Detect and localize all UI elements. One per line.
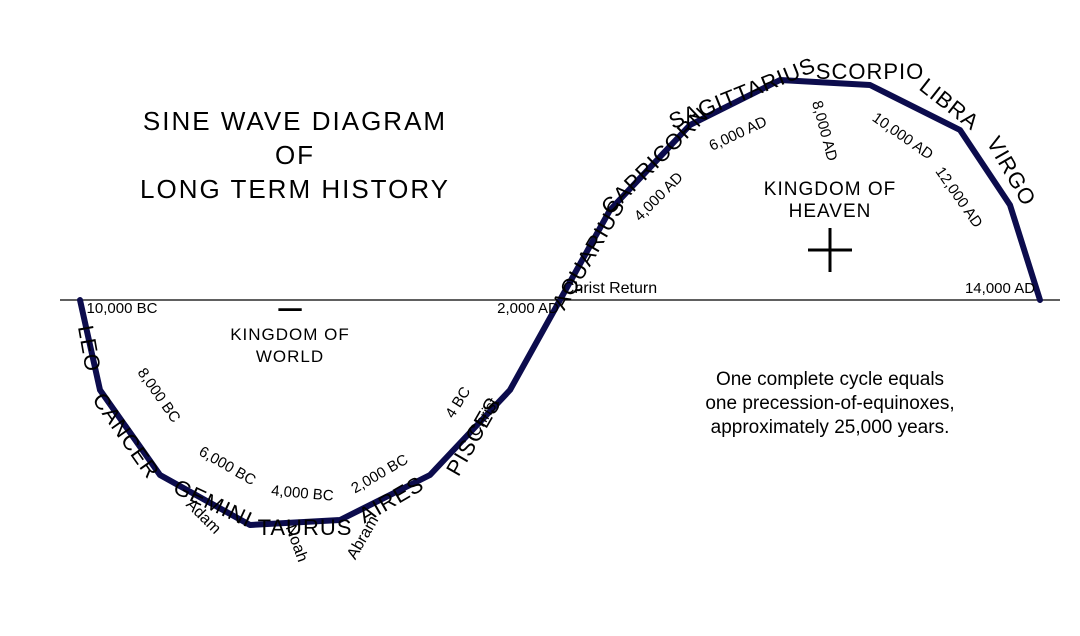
figure-label: Christ Return: [563, 280, 657, 297]
kingdom-heaven-label: KINGDOM OF: [764, 179, 896, 200]
year-label: 2,000 AD: [497, 300, 559, 317]
diagram-title: OF: [275, 140, 315, 170]
kingdom-world-label: KINGDOM OF: [230, 325, 350, 344]
diagram-title: SINE WAVE DIAGRAM: [143, 106, 447, 136]
kingdom-heaven-label: HEAVEN: [789, 201, 872, 222]
kingdom-world-label: WORLD: [256, 347, 324, 366]
year-label: 14,000 AD: [965, 280, 1035, 297]
minus-symbol: –: [278, 282, 302, 329]
cycle-caption: approximately 25,000 years.: [711, 417, 950, 438]
cycle-caption: one precession-of-equinoxes,: [705, 393, 954, 414]
zodiac-label: TAURUS: [258, 515, 353, 540]
year-label: 10,000 BC: [87, 300, 158, 317]
background: [0, 0, 1080, 636]
diagram-title: LONG TERM HISTORY: [140, 174, 450, 204]
cycle-caption: One complete cycle equals: [716, 369, 944, 390]
zodiac-label: SCORPIO: [816, 59, 924, 84]
